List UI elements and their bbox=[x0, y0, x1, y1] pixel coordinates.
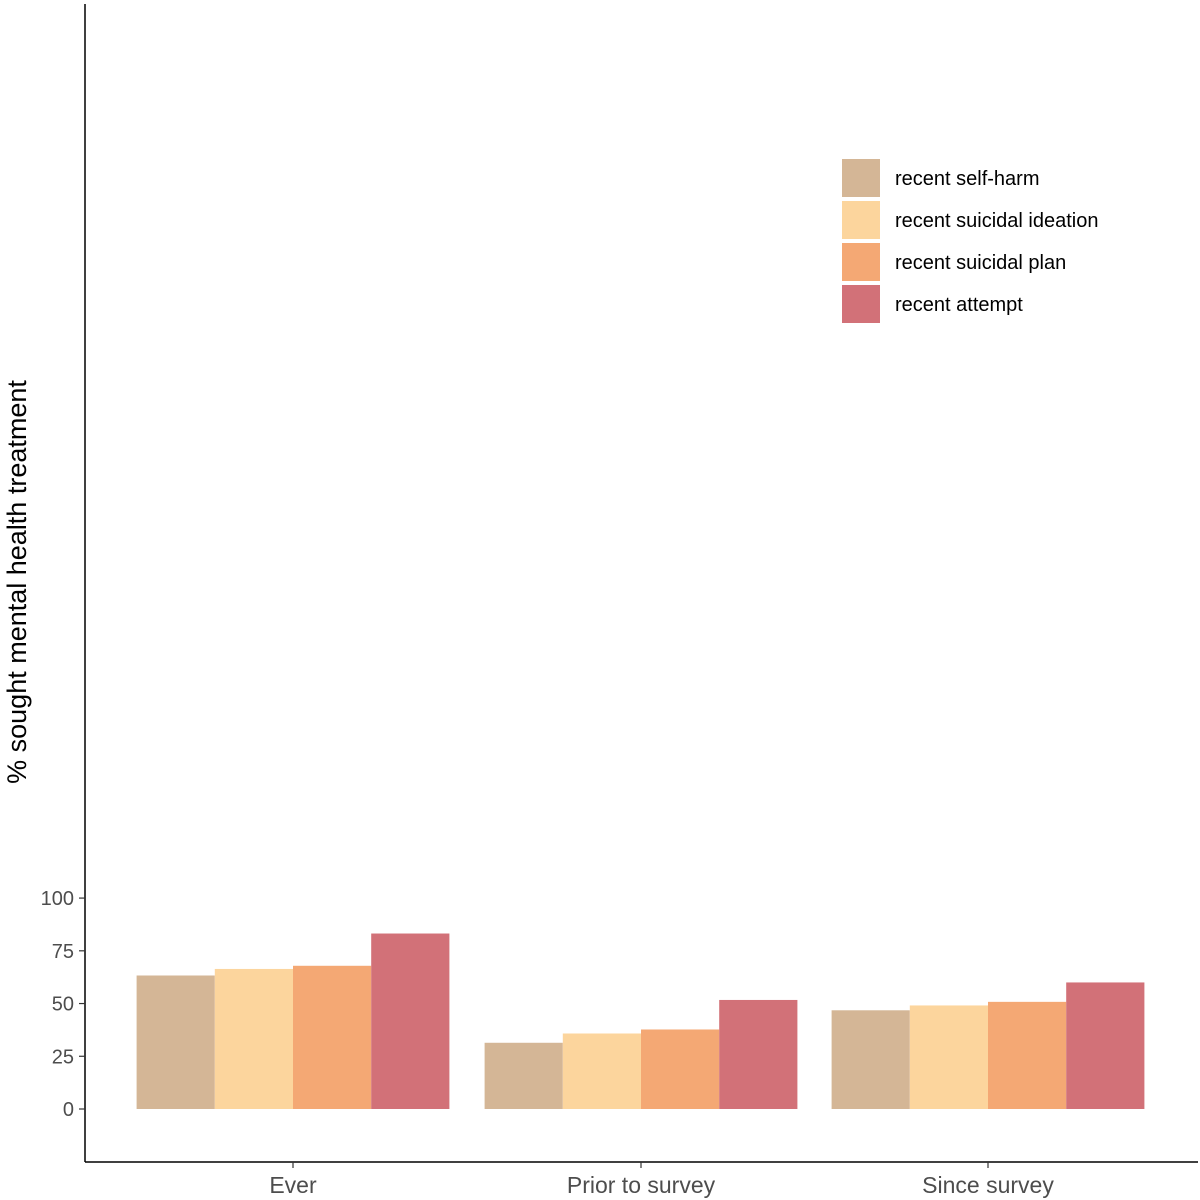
y-tick-label: 50 bbox=[52, 994, 74, 1016]
legend: recent self-harm recent suicidal ideation… bbox=[842, 159, 1098, 323]
bar bbox=[719, 999, 798, 1109]
legend-label: recent self-harm bbox=[895, 168, 1040, 190]
bar bbox=[371, 933, 450, 1109]
x-tick-label: Since survey bbox=[922, 1172, 1054, 1198]
bar bbox=[214, 968, 293, 1109]
legend-key bbox=[842, 201, 880, 239]
y-axis-title: % sought mental health treatment bbox=[2, 380, 32, 784]
legend-label: recent attempt bbox=[895, 294, 1023, 316]
bar bbox=[562, 1033, 641, 1109]
bar bbox=[909, 1005, 988, 1109]
y-axis: 0 25 50 75 100 bbox=[41, 4, 86, 1162]
x-tick-label: Prior to survey bbox=[567, 1172, 716, 1198]
bar bbox=[484, 1042, 563, 1109]
bar bbox=[831, 1010, 910, 1109]
bars-group bbox=[136, 933, 1145, 1109]
bar bbox=[1066, 982, 1145, 1109]
bar bbox=[988, 1001, 1067, 1109]
legend-label: recent suicidal ideation bbox=[895, 210, 1098, 232]
x-tick-label: Ever bbox=[269, 1172, 317, 1198]
y-tick-label: 25 bbox=[52, 1046, 74, 1068]
y-tick-label: 100 bbox=[41, 888, 74, 910]
bar bbox=[136, 975, 215, 1109]
legend-key bbox=[842, 243, 880, 281]
legend-key bbox=[842, 285, 880, 323]
bar bbox=[293, 965, 372, 1109]
x-axis: Ever Prior to survey Since survey bbox=[85, 1161, 1198, 1198]
y-tick-label: 75 bbox=[52, 941, 74, 963]
legend-label: recent suicidal plan bbox=[895, 252, 1066, 274]
y-tick-label: 0 bbox=[63, 1099, 74, 1121]
bar bbox=[641, 1029, 720, 1109]
legend-key bbox=[842, 159, 880, 197]
